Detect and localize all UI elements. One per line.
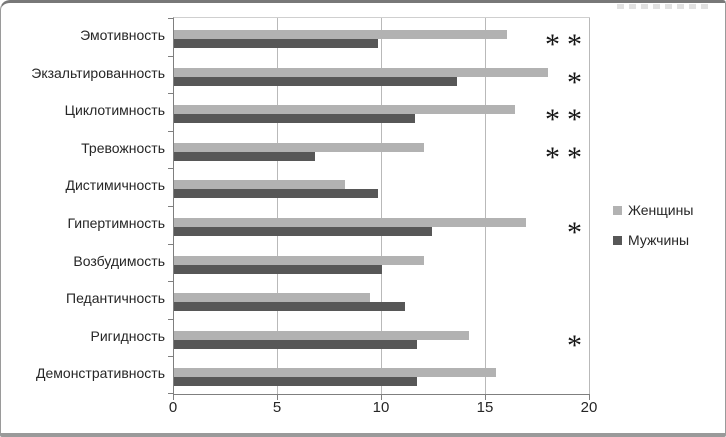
x-axis-tick (277, 395, 278, 400)
bar-women (174, 293, 370, 303)
x-axis-tick (381, 395, 382, 400)
gridline (277, 18, 278, 394)
category-band: * (174, 56, 590, 99)
bar-women (174, 368, 497, 378)
bar-women (174, 218, 526, 227)
bar-women (174, 67, 549, 77)
bar-men (174, 302, 405, 312)
bar-men (174, 76, 457, 86)
category-band: * * (174, 131, 590, 174)
bar-men (174, 39, 378, 48)
category-label: Педантичность (66, 290, 165, 307)
category-band (174, 168, 590, 206)
y-axis-tick (168, 168, 174, 169)
bar-women (174, 30, 507, 39)
bar-men (174, 114, 416, 124)
category-label: Дистимичность (65, 177, 166, 194)
category-label: Демонстративность (36, 365, 165, 382)
bar-men (174, 151, 316, 161)
y-axis-tick (168, 356, 174, 357)
x-axis-tick (589, 395, 590, 400)
gridline (589, 18, 590, 394)
category-axis: Эмотивность Экзальтированность Циклотимнос… (1, 17, 165, 393)
category-band: * * (174, 93, 590, 136)
category-label: Эмотивность (80, 27, 165, 43)
category-label: Ригидность (90, 327, 165, 344)
y-axis-tick (168, 93, 174, 94)
bar-men (174, 227, 432, 236)
x-tick-label: 0 (168, 399, 178, 416)
bar-men (174, 264, 382, 274)
category-label: Гипертимность (67, 215, 165, 231)
gridline (485, 18, 486, 394)
x-tick-label: 20 (580, 399, 598, 416)
x-tick-label: 15 (476, 399, 494, 416)
category-label: Экзальтированность (31, 64, 165, 81)
category-band: * (174, 319, 590, 362)
y-axis-tick (168, 319, 174, 320)
category-band: * (174, 206, 590, 249)
gridline (381, 18, 382, 394)
legend-label: Мужчины (628, 232, 690, 248)
y-axis-tick (168, 56, 174, 57)
category-label: Возбудимость (73, 252, 165, 269)
legend-item-men: Мужчины (613, 225, 723, 255)
scan-artifact (617, 4, 713, 9)
bar-women (174, 180, 345, 190)
y-axis-tick (168, 244, 174, 245)
x-axis-tick (173, 395, 174, 400)
bar-men (174, 189, 378, 199)
bar-men (174, 377, 418, 387)
category-band (174, 244, 590, 282)
bar-women (174, 142, 424, 152)
y-axis-tick (168, 393, 174, 394)
legend-label: Женщины (628, 202, 694, 218)
plot-area: * * * * * * * * * (168, 17, 590, 400)
category-band: * * (174, 18, 590, 61)
category-band (174, 356, 590, 394)
category-label: Тревожность (81, 139, 165, 156)
y-axis-tick (168, 18, 174, 19)
y-axis-tick (168, 131, 174, 132)
x-tick-label: 10 (372, 399, 390, 416)
x-axis-labels: 0 5 10 15 20 (169, 399, 603, 419)
bar-men (174, 339, 418, 349)
x-tick-label: 5 (272, 399, 282, 416)
x-axis-tick (485, 395, 486, 400)
category-label: Циклотимность (64, 102, 165, 119)
bar-women (174, 105, 516, 115)
legend-swatch-women-icon (613, 205, 622, 215)
bar-women (174, 255, 424, 265)
legend-item-women: Женщины (613, 195, 723, 225)
y-axis-tick (168, 281, 174, 282)
category-band (174, 281, 590, 319)
bar-women (174, 330, 470, 340)
legend-swatch-men-icon (613, 235, 622, 245)
y-axis-tick (168, 206, 174, 207)
legend: Женщины Мужчины (613, 195, 723, 255)
